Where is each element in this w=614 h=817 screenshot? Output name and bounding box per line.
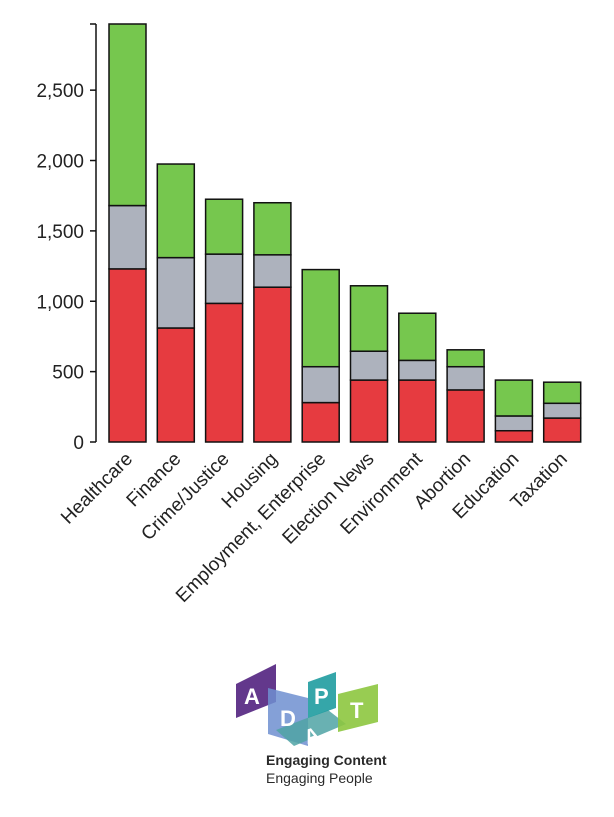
bar-segment	[108, 268, 147, 443]
adapt-logo: A D P A T	[236, 664, 378, 749]
bar-stack	[398, 312, 437, 443]
bar-segment	[156, 327, 196, 443]
y-tick-label: 0	[73, 433, 84, 454]
bar-stack	[156, 163, 196, 443]
bar-stack	[446, 349, 485, 443]
bar-segment	[349, 350, 389, 381]
bar-segment	[253, 286, 292, 443]
bar-segment	[253, 254, 292, 288]
bar-segment	[494, 415, 534, 432]
bar-segment	[446, 365, 485, 391]
svg-text:T: T	[350, 698, 364, 723]
y-tick-label: 2,500	[36, 81, 84, 102]
bar-segment	[301, 365, 340, 404]
x-axis-labels: HealthcareFinanceCrime/JusticeHousingEmp…	[57, 448, 572, 607]
bar-segment	[204, 302, 244, 443]
bar-stack	[204, 198, 244, 443]
svg-text:P: P	[314, 684, 329, 709]
bar-segment	[108, 23, 147, 207]
bar-segment	[156, 256, 196, 329]
bar-segment	[542, 381, 582, 405]
bar-stack	[301, 268, 340, 443]
bar-segment	[398, 359, 437, 381]
bar-segment	[494, 379, 534, 417]
bar-stack	[349, 285, 389, 443]
bar-segment	[446, 349, 485, 368]
bar-segment	[156, 163, 196, 259]
bar-segment	[253, 201, 292, 256]
bar-segment	[542, 402, 582, 419]
y-tick-label: 1,500	[36, 222, 84, 243]
bar-segment	[108, 204, 147, 270]
bar-segment	[542, 417, 582, 443]
bar-segment	[349, 379, 389, 443]
bar-segment	[301, 401, 340, 443]
bar-segment	[301, 268, 340, 368]
bar-stack	[108, 23, 147, 443]
bars	[108, 23, 582, 443]
svg-text:A: A	[301, 723, 322, 749]
bar-stack	[253, 201, 292, 443]
bar-segment	[494, 429, 534, 443]
stacked-bar-chart: 0 500 1,000 1,500 2,000 2,500 HealthcareFinan…	[36, 23, 582, 607]
bar-stack	[542, 381, 582, 443]
bar-segment	[204, 253, 244, 305]
bar-segment	[204, 198, 244, 255]
bar-stack	[494, 379, 534, 443]
bar-segment	[349, 285, 389, 352]
svg-text:A: A	[244, 684, 260, 709]
y-axis: 0 500 1,000 1,500 2,000 2,500	[36, 23, 97, 454]
bar-segment	[398, 379, 437, 443]
tagline-engaging-people: Engaging People	[266, 770, 373, 786]
bar-segment	[398, 312, 437, 362]
tagline-engaging-content: Engaging Content	[266, 752, 387, 768]
bar-segment	[446, 389, 485, 443]
y-tick-label: 2,000	[36, 152, 84, 173]
y-tick-label: 500	[52, 363, 84, 384]
x-tick-label: Healthcare	[57, 449, 137, 529]
svg-text:D: D	[280, 706, 296, 731]
y-tick-label: 1,000	[36, 292, 84, 313]
